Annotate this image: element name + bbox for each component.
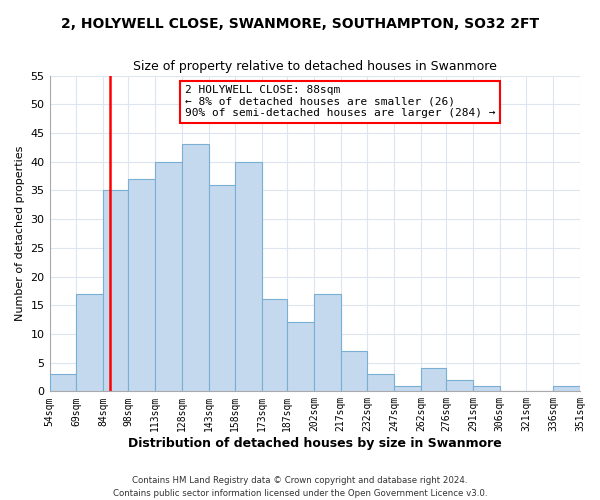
Text: 2, HOLYWELL CLOSE, SWANMORE, SOUTHAMPTON, SO32 2FT: 2, HOLYWELL CLOSE, SWANMORE, SOUTHAMPTON…	[61, 18, 539, 32]
Title: Size of property relative to detached houses in Swanmore: Size of property relative to detached ho…	[133, 60, 497, 73]
Bar	[76, 294, 103, 392]
Bar	[262, 300, 287, 392]
Bar	[446, 380, 473, 392]
Bar	[367, 374, 394, 392]
X-axis label: Distribution of detached houses by size in Swanmore: Distribution of detached houses by size …	[128, 437, 502, 450]
Bar	[235, 162, 262, 392]
Bar	[314, 294, 341, 392]
Text: 2 HOLYWELL CLOSE: 88sqm
← 8% of detached houses are smaller (26)
90% of semi-det: 2 HOLYWELL CLOSE: 88sqm ← 8% of detached…	[185, 85, 496, 118]
Bar	[155, 162, 182, 392]
Bar	[341, 351, 367, 392]
Text: Contains HM Land Registry data © Crown copyright and database right 2024.
Contai: Contains HM Land Registry data © Crown c…	[113, 476, 487, 498]
Bar	[209, 184, 235, 392]
Bar	[421, 368, 446, 392]
Bar	[50, 374, 76, 392]
Y-axis label: Number of detached properties: Number of detached properties	[15, 146, 25, 321]
Bar	[473, 386, 500, 392]
Bar	[394, 386, 421, 392]
Bar	[103, 190, 128, 392]
Bar	[287, 322, 314, 392]
Bar	[553, 386, 580, 392]
Bar	[128, 179, 155, 392]
Bar	[182, 144, 209, 392]
